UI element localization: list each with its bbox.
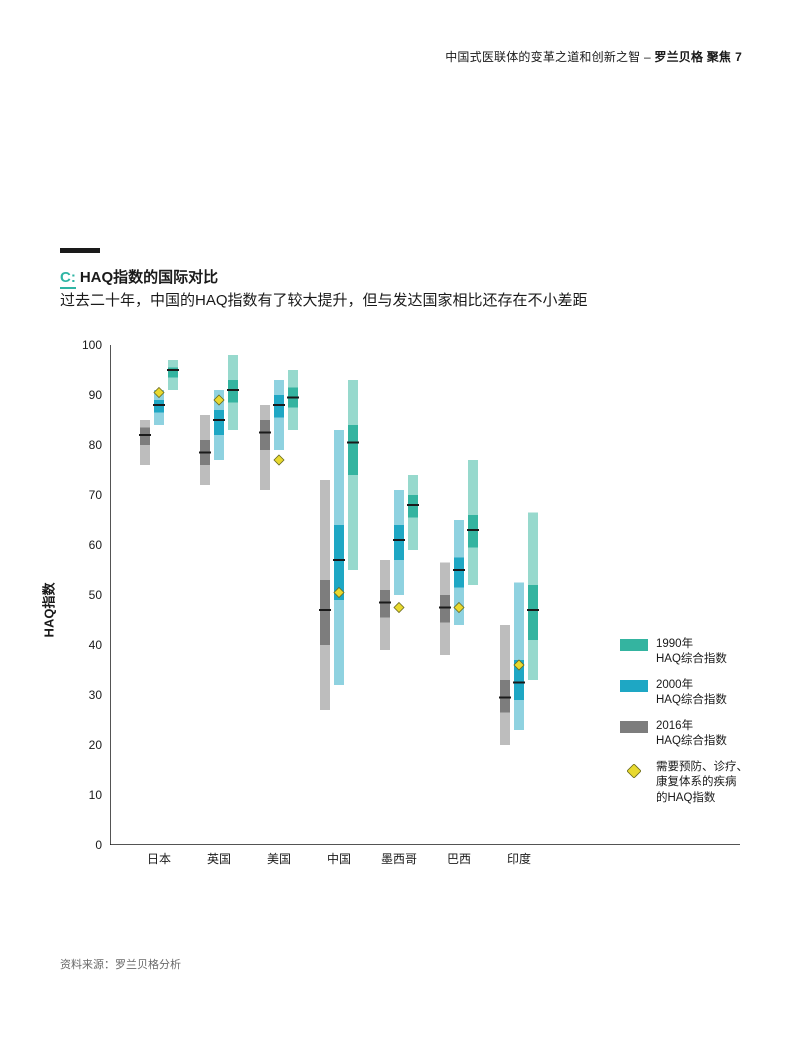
header-brand: 罗兰贝格 聚焦 xyxy=(654,50,731,64)
y-tick-label: 100 xyxy=(82,338,102,352)
title-rule xyxy=(60,248,100,253)
y-tick-label: 90 xyxy=(89,388,102,402)
page: 中国式医联体的变革之道和创新之智 – 罗兰贝格 聚焦 7 C:HAQ指数的国际对比… xyxy=(0,0,802,1062)
y-tick-label: 50 xyxy=(89,588,102,602)
diamond-icon xyxy=(627,764,641,778)
y-tick-label: 10 xyxy=(89,788,102,802)
legend-label: 需要预防、诊疗、 康复体系的疾病 的HAQ指数 xyxy=(656,760,748,807)
chart-cue: C: xyxy=(60,269,76,289)
y-tick-label: 70 xyxy=(89,488,102,502)
legend-swatch xyxy=(620,680,648,692)
x-tick-label: 日本 xyxy=(147,850,171,867)
legend-item-2016: 1990年 HAQ综合指数 xyxy=(620,637,770,668)
y-tick-label: 0 xyxy=(95,838,102,852)
chart-container: HAQ指数 0102030405060708090100日本英国美国中国墨西哥巴… xyxy=(60,345,740,875)
y-tick-label: 30 xyxy=(89,688,102,702)
chart-title: HAQ指数的国际对比 xyxy=(80,269,218,286)
chart-subtitle: 过去二十年，中国的HAQ指数有了较大提升，但与发达国家相比还存在不小差距 xyxy=(60,290,742,313)
legend-item-diamond: 需要预防、诊疗、 康复体系的疾病 的HAQ指数 xyxy=(620,760,770,807)
legend-label: 2000年 HAQ综合指数 xyxy=(656,678,727,709)
page-number: 7 xyxy=(735,50,742,64)
legend-label: 1990年 HAQ综合指数 xyxy=(656,637,727,668)
chart-title-row: C:HAQ指数的国际对比 xyxy=(60,267,742,288)
y-tick-label: 20 xyxy=(89,738,102,752)
x-tick-label: 英国 xyxy=(207,850,231,867)
source-note: 资料来源：罗兰贝格分析 xyxy=(60,956,181,972)
x-tick-label: 印度 xyxy=(507,850,531,867)
legend-item-1990: 2016年 HAQ综合指数 xyxy=(620,719,770,750)
x-tick-label: 墨西哥 xyxy=(381,850,417,867)
legend-swatch xyxy=(620,639,648,651)
x-tick-label: 中国 xyxy=(327,850,351,867)
header-title: 中国式医联体的变革之道和创新之智 – xyxy=(445,50,654,64)
y-tick-label: 40 xyxy=(89,638,102,652)
legend-swatch xyxy=(620,721,648,733)
legend-item-2000: 2000年 HAQ综合指数 xyxy=(620,678,770,709)
page-header: 中国式医联体的变革之道和创新之智 – 罗兰贝格 聚焦 7 xyxy=(445,48,742,65)
y-tick-label: 60 xyxy=(89,538,102,552)
x-tick-label: 美国 xyxy=(267,850,291,867)
y-axis-label: HAQ指数 xyxy=(39,582,58,637)
y-tick-label: 80 xyxy=(89,438,102,452)
legend-label: 2016年 HAQ综合指数 xyxy=(656,719,727,750)
chart-legend: 1990年 HAQ综合指数 2000年 HAQ综合指数 2016年 HAQ综合指… xyxy=(620,637,770,817)
x-tick-label: 巴西 xyxy=(447,850,471,867)
